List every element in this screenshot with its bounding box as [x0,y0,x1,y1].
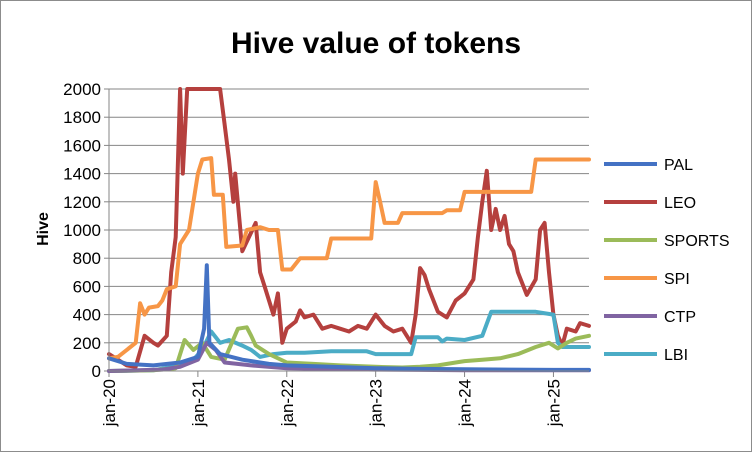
y-tick-label: 600 [73,277,101,296]
legend-label-pal: PAL [664,157,693,174]
chart-title: Hive value of tokens [231,27,521,60]
series-line-spi [107,156,591,361]
x-axis-ticks: jan-20 jan-21 jan-22 jan-23 jan-24 jan-25 [100,371,563,427]
y-tick-label: 800 [73,249,101,268]
legend-label-leo: LEO [664,195,696,212]
plot-area [107,87,591,373]
y-tick-label: 1600 [63,136,101,155]
x-tick-label: jan-24 [456,379,475,427]
legend-label-ctp: CTP [664,309,696,326]
y-tick-label: 1400 [63,165,101,184]
y-tick-label: 200 [73,334,101,353]
series-line-leo [107,87,591,369]
y-tick-label: 1200 [63,193,101,212]
legend-label-spi: SPI [664,271,690,288]
y-tick-label: 1800 [63,108,101,127]
x-tick-label: jan-23 [367,379,386,427]
series-line-pal [107,263,591,372]
x-tick-label: jan-20 [100,379,119,427]
x-tick-label: jan-25 [544,379,563,427]
legend-label-sports: SPORTS [664,233,730,250]
y-tick-label: 0 [92,362,101,381]
y-tick-label: 400 [73,306,101,325]
axes [108,89,589,372]
y-tick-label: 2000 [63,80,101,99]
y-tick-label: 1000 [63,221,101,240]
legend-label-lbi: LBI [664,347,688,364]
x-tick-label: jan-22 [278,379,297,427]
y-axis-label: Hive [35,212,52,246]
x-tick-label: jan-21 [189,379,208,427]
y-axis-ticks: 0 200 400 600 800 1000 1200 1400 1600 1800 2000 [63,80,109,381]
legend: PAL LEO SPORTS SPI CTP LBI [604,157,730,364]
gridlines [109,88,589,344]
